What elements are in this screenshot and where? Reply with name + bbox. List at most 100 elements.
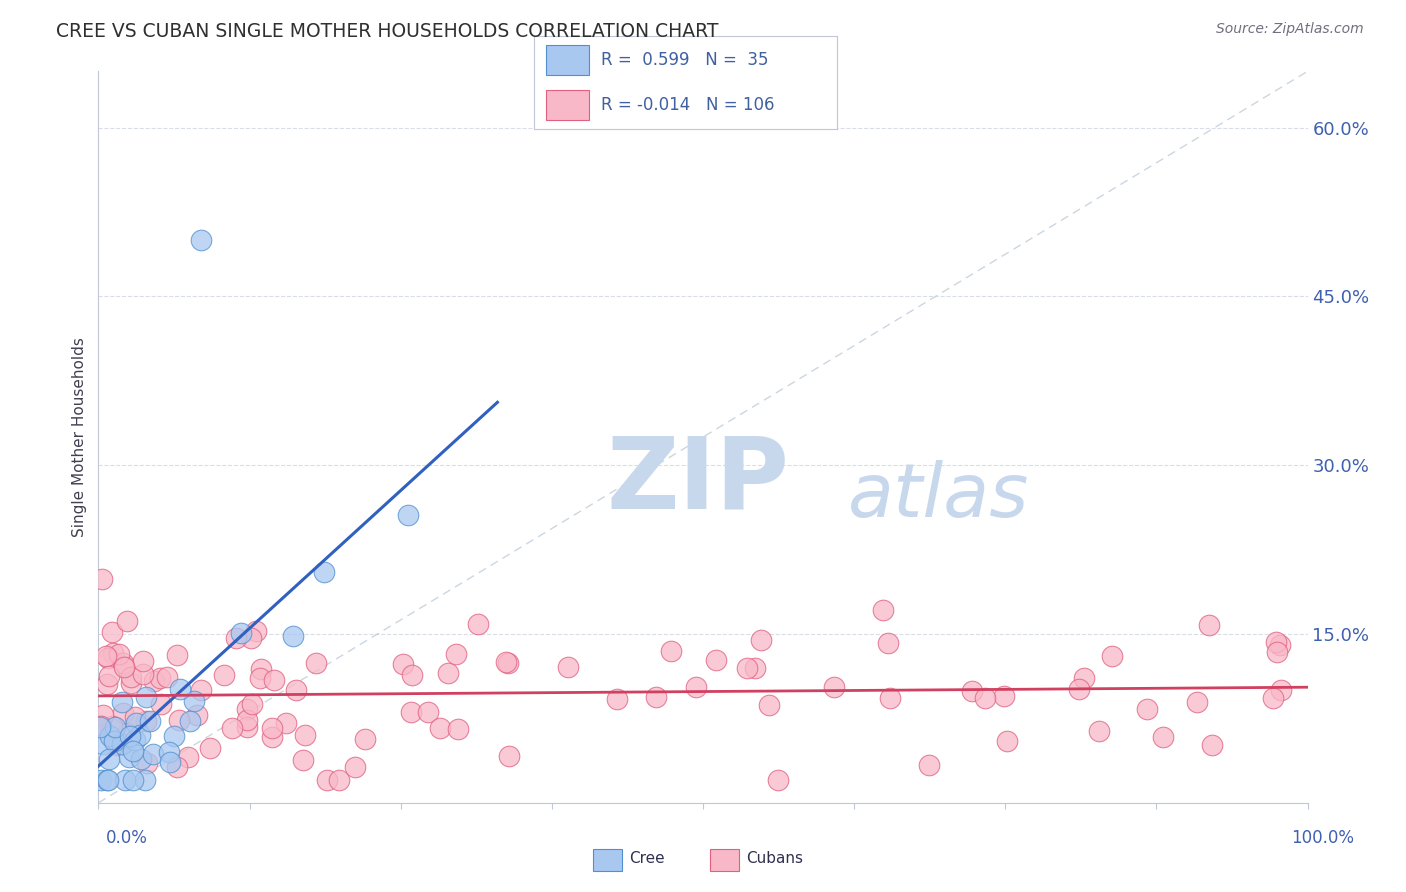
Point (467, 617, 489, 632)
Point (1201, 738, 1223, 752)
Point (823, 680, 845, 694)
Point (157, 746, 180, 760)
Text: 100.0%: 100.0% (1291, 829, 1354, 847)
Point (221, 721, 243, 735)
Text: atlas: atlas (848, 459, 1029, 532)
Point (120, 670, 142, 684)
Point (498, 749, 520, 764)
Point (281, 629, 304, 643)
Point (97, 651, 120, 665)
Point (139, 714, 162, 729)
Bar (593, 849, 621, 871)
Point (292, 754, 315, 768)
Point (225, 632, 247, 646)
Point (169, 682, 191, 697)
Point (877, 636, 900, 650)
Point (1198, 618, 1220, 632)
Point (94, 648, 117, 663)
Point (766, 773, 789, 788)
Point (108, 647, 131, 661)
Point (114, 772, 136, 787)
Text: R = -0.014   N = 106: R = -0.014 N = 106 (600, 96, 775, 114)
Point (132, 654, 155, 668)
Point (117, 615, 139, 629)
Point (314, 565, 336, 579)
Point (1073, 671, 1095, 685)
Point (124, 710, 146, 724)
Point (995, 733, 1018, 747)
Point (1261, 690, 1284, 705)
Point (429, 721, 451, 735)
Point (167, 714, 190, 728)
Point (758, 698, 780, 712)
Point (444, 648, 467, 662)
Point (260, 730, 283, 744)
Point (294, 728, 316, 742)
Bar (547, 45, 589, 75)
Point (104, 720, 127, 734)
Point (166, 648, 188, 662)
Point (418, 705, 440, 719)
Point (879, 690, 901, 705)
Point (124, 732, 146, 747)
Point (229, 626, 252, 640)
Point (163, 729, 186, 743)
Point (437, 665, 460, 680)
Point (190, 683, 212, 698)
Point (98, 729, 121, 743)
Point (659, 644, 682, 658)
Point (112, 706, 135, 721)
Point (239, 631, 262, 645)
Point (111, 695, 134, 709)
Point (606, 691, 628, 706)
Point (396, 508, 419, 522)
Point (156, 670, 179, 684)
Point (91, 572, 114, 586)
Point (91, 708, 114, 723)
Point (644, 690, 666, 705)
Point (120, 675, 142, 690)
Point (198, 741, 221, 756)
Point (328, 772, 350, 787)
Point (401, 668, 423, 682)
Point (1067, 682, 1090, 697)
Point (96, 773, 118, 788)
Text: CREE VS CUBAN SINGLE MOTHER HOUSEHOLDS CORRELATION CHART: CREE VS CUBAN SINGLE MOTHER HOUSEHOLDS C… (56, 22, 718, 41)
Point (744, 661, 766, 675)
Point (101, 624, 124, 639)
Point (973, 691, 995, 706)
Point (111, 657, 134, 671)
Point (135, 690, 157, 704)
Point (391, 657, 413, 671)
Point (316, 773, 339, 788)
Point (685, 680, 707, 694)
Point (101, 718, 124, 732)
Point (135, 714, 157, 728)
Point (249, 662, 271, 676)
Text: Cree: Cree (628, 852, 665, 866)
Point (98, 668, 121, 682)
Text: Cubans: Cubans (745, 852, 803, 866)
Point (276, 715, 298, 730)
Point (179, 714, 201, 728)
Point (121, 744, 143, 758)
Point (1136, 702, 1159, 716)
Point (1270, 682, 1292, 697)
Point (993, 689, 1015, 703)
Point (89, 720, 111, 734)
Point (142, 747, 165, 761)
Point (401, 705, 423, 719)
Point (91, 737, 114, 751)
Point (236, 713, 259, 727)
Point (263, 673, 285, 687)
Point (918, 758, 941, 772)
Point (90, 773, 112, 788)
Point (354, 732, 377, 747)
Point (112, 659, 135, 673)
Point (149, 697, 172, 711)
Point (134, 773, 156, 788)
Point (149, 671, 172, 685)
Point (118, 749, 141, 764)
Point (557, 660, 579, 674)
Point (190, 233, 212, 247)
